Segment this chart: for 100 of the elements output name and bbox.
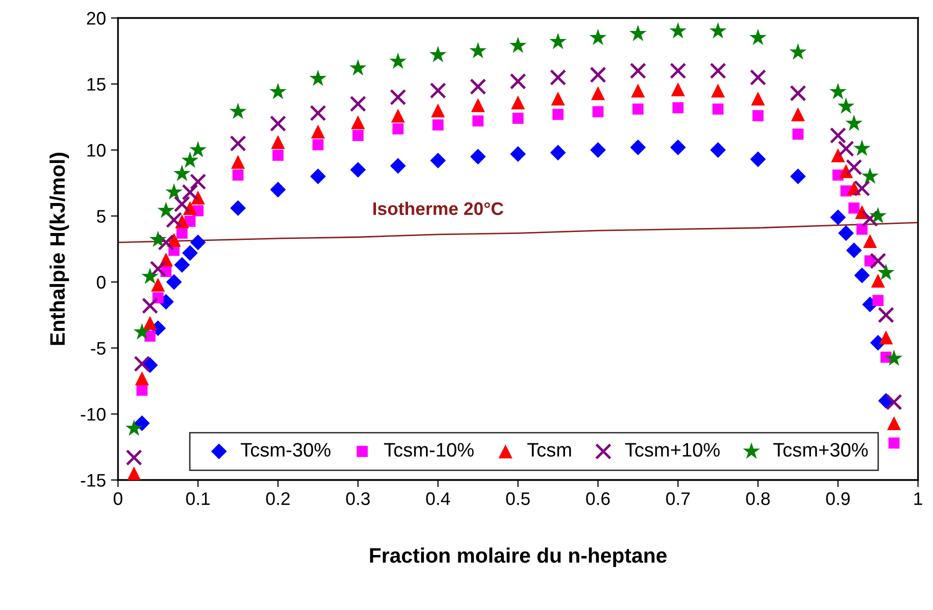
- point: [158, 234, 174, 251]
- point: [350, 162, 366, 178]
- point: [791, 107, 805, 122]
- point: [389, 52, 407, 69]
- point: [888, 437, 900, 449]
- point: [431, 103, 445, 118]
- x-tick-label: 0.2: [266, 492, 290, 506]
- point: [190, 234, 206, 250]
- point: [182, 184, 198, 200]
- point: [141, 268, 159, 284]
- point: [878, 306, 894, 324]
- point: [862, 210, 878, 227]
- point: [838, 225, 854, 242]
- point: [349, 59, 367, 76]
- legend-label: Tcsm+10%: [625, 442, 720, 457]
- point: [270, 115, 286, 132]
- point: [549, 32, 567, 50]
- point: [861, 167, 879, 184]
- point: [312, 139, 324, 150]
- point: [271, 135, 285, 150]
- point: [309, 70, 327, 86]
- y-tick-label: -5: [90, 342, 106, 355]
- point: [510, 146, 526, 162]
- point: [232, 170, 244, 181]
- point: [310, 168, 326, 184]
- point: [670, 62, 686, 79]
- point: [134, 415, 150, 432]
- point: [151, 278, 165, 292]
- point: [469, 42, 487, 58]
- point: [670, 140, 686, 156]
- point: [189, 140, 207, 158]
- point: [511, 96, 525, 110]
- point: [790, 85, 806, 102]
- point: [173, 164, 191, 182]
- point: [631, 84, 645, 98]
- x-tick-label: 0.9: [826, 492, 850, 506]
- point: [471, 98, 485, 112]
- point: [846, 242, 862, 258]
- x-tick-label: 0.6: [586, 492, 610, 506]
- point: [790, 168, 806, 184]
- point: [512, 112, 524, 124]
- point: [183, 201, 197, 216]
- point: [669, 22, 687, 39]
- y-tick-label: 15: [87, 78, 106, 91]
- point: [272, 150, 284, 161]
- point: [166, 274, 182, 290]
- point: [830, 209, 846, 226]
- point: [550, 69, 566, 86]
- y-axis-title: Enthalpie H(kJ/mol): [50, 152, 69, 345]
- point: [871, 274, 885, 288]
- point: [870, 252, 886, 270]
- point: [181, 152, 199, 168]
- point: [134, 356, 150, 372]
- point: [142, 298, 158, 314]
- point: [165, 183, 183, 200]
- point: [133, 323, 151, 340]
- x-axis-title: Fraction molaire du n-heptane: [370, 548, 667, 567]
- y-tick-label: -15: [80, 474, 106, 487]
- point: [430, 82, 446, 99]
- point: [591, 86, 605, 100]
- point: [135, 371, 149, 386]
- legend-label: Tcsm+30%: [773, 442, 868, 457]
- legend-label: Tcsm-30%: [240, 442, 330, 457]
- point: [432, 119, 444, 130]
- point: [191, 190, 205, 204]
- point: [887, 416, 901, 430]
- point: [472, 115, 484, 127]
- x-tick-label: 0.8: [746, 492, 770, 506]
- point: [470, 78, 486, 95]
- point: [863, 234, 877, 248]
- point: [854, 268, 870, 284]
- point: [310, 104, 326, 122]
- point: [143, 316, 157, 330]
- y-tick-label: -10: [80, 408, 106, 421]
- point: [792, 128, 804, 140]
- point: [190, 173, 206, 190]
- point: [270, 182, 286, 198]
- point: [350, 96, 366, 112]
- point: [837, 97, 855, 114]
- point: [710, 62, 726, 79]
- point: [632, 104, 644, 115]
- point: [127, 466, 141, 480]
- point: [886, 394, 902, 410]
- point: [845, 114, 863, 131]
- y-tick-label: 0: [96, 276, 106, 289]
- point: [125, 419, 143, 436]
- point: [879, 330, 893, 344]
- point: [166, 212, 182, 228]
- point: [848, 202, 860, 214]
- point: [846, 158, 862, 176]
- x-tick-label: 0.3: [346, 492, 370, 506]
- point: [136, 384, 148, 396]
- point: [630, 62, 646, 79]
- point: [590, 142, 606, 158]
- point: [230, 135, 246, 152]
- point: [750, 151, 766, 168]
- y-tick-label: 5: [96, 210, 106, 223]
- point: [552, 108, 564, 120]
- point: [672, 102, 684, 114]
- point: [352, 130, 364, 142]
